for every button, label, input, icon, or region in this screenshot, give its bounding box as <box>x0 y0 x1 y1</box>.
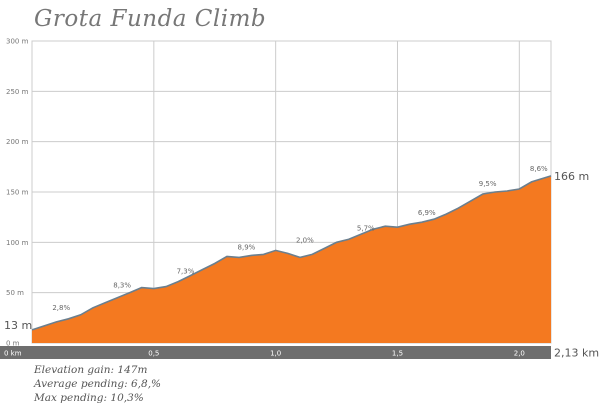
y-tick-label: 0 m <box>6 340 20 348</box>
x-tick-label: 2,0 <box>514 350 525 358</box>
y-tick-label: 150 m <box>6 189 29 197</box>
elevation-gain: Elevation gain: 147m <box>34 364 148 376</box>
stats-panel: Elevation gain: 147m Average pending: 6,… <box>34 363 161 405</box>
y-tick-label: 200 m <box>6 138 29 146</box>
x-tick-label: 1,5 <box>392 350 403 358</box>
x-tick-label: 0 km <box>4 350 22 358</box>
gradient-label: 6,9% <box>418 209 436 217</box>
max-pending: Max pending: 10,3% <box>34 392 144 404</box>
elevation-line <box>31 175 552 331</box>
y-axis: 0 m 50 m 100 m 150 m 200 m 250 m 300 m <box>6 38 29 348</box>
gradient-label: 8,9% <box>238 243 256 251</box>
end-labels: 13 m 166 m <box>4 170 589 332</box>
x-tick-label: 0,5 <box>148 350 159 358</box>
gradient-label: 8,3% <box>113 282 131 290</box>
gradient-label: 2,0% <box>296 236 314 244</box>
gradient-label: 7,3% <box>177 268 195 276</box>
segment-labels: 2,8% 8,3% 7,3% 8,9% 2,0% 5,7% 6,9% 9,5% 8,6% <box>52 165 548 312</box>
gradient-label: 2,8% <box>52 304 70 312</box>
start-elevation-label: 13 m <box>4 319 32 332</box>
y-tick-label: 100 m <box>6 239 29 247</box>
gradient-label: 5,7% <box>357 224 375 232</box>
average-pending: Average pending: 6,8,% <box>34 378 162 390</box>
gradient-label: 8,6% <box>530 165 548 173</box>
y-tick-label: 300 m <box>6 38 29 46</box>
y-tick-label: 250 m <box>6 88 29 96</box>
x-end-label: 2,13 km <box>554 347 599 360</box>
chart-title: Grota Funda Climb <box>34 6 267 32</box>
gradient-label: 9,5% <box>479 180 497 188</box>
y-tick-label: 50 m <box>6 289 24 297</box>
elevation-area <box>32 175 551 343</box>
x-tick-label: 1,0 <box>270 350 281 358</box>
x-axis-bar <box>0 346 551 359</box>
end-elevation-label: 166 m <box>554 170 589 183</box>
x-axis: 0 km 0,5 1,0 1,5 2,0 2,13 km <box>0 346 599 360</box>
